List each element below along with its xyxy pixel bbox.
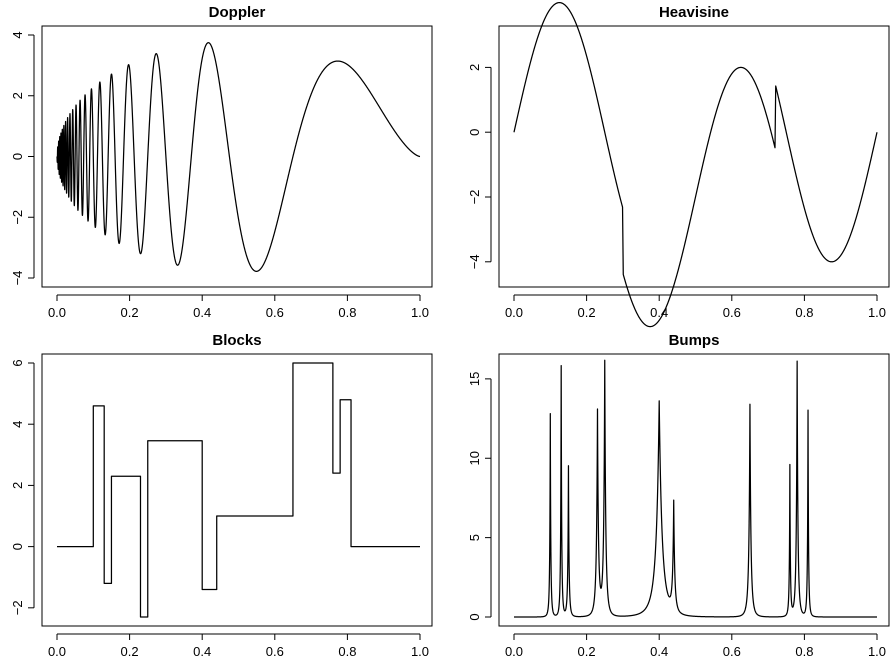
y-tick-label: −2 [10, 600, 25, 615]
x-tick-label: 0.6 [266, 305, 284, 320]
x-tick-label: 0.8 [795, 305, 813, 320]
y-tick-label: 6 [10, 359, 25, 366]
series-line [514, 360, 877, 617]
series-line [57, 43, 420, 272]
x-tick-label: 1.0 [868, 644, 886, 659]
y-tick-label: −4 [10, 271, 25, 286]
x-tick-label: 0.0 [48, 644, 66, 659]
y-tick-label: 0 [467, 129, 482, 136]
x-tick-label: 0.0 [505, 305, 523, 320]
x-tick-label: 0.4 [193, 644, 211, 659]
y-tick-label: −2 [467, 190, 482, 205]
plot-frame [42, 354, 432, 626]
y-tick-label: 2 [467, 64, 482, 71]
y-tick-label: 15 [467, 372, 482, 386]
plot-frame [499, 354, 889, 626]
x-tick-label: 1.0 [411, 644, 429, 659]
series-line [57, 363, 420, 617]
y-tick-label: 5 [467, 534, 482, 541]
y-tick-label: 0 [467, 613, 482, 620]
chart-title: Heavisine [659, 4, 729, 21]
x-tick-label: 0.8 [338, 644, 356, 659]
x-tick-label: 0.4 [193, 305, 211, 320]
panel-doppler: Doppler 0.0 0.2 0.4 0.6 0.8 1.0 −4 −2 0 2 4 [10, 4, 432, 320]
y-tick-label: 0 [10, 543, 25, 550]
plot-frame [42, 26, 432, 287]
x-tick-label: 0.4 [650, 644, 668, 659]
y-tick-label: −2 [10, 210, 25, 225]
chart-title: Bumps [669, 332, 720, 349]
chart-title: Doppler [209, 4, 266, 21]
x-tick-label: 0.2 [121, 305, 139, 320]
x-tick-label: 0.0 [48, 305, 66, 320]
chart-title: Blocks [212, 332, 261, 349]
x-tick-label: 0.8 [795, 644, 813, 659]
x-tick-label: 0.2 [578, 305, 596, 320]
x-tick-label: 0.8 [338, 305, 356, 320]
x-tick-label: 0.0 [505, 644, 523, 659]
y-tick-label: 4 [10, 421, 25, 428]
x-tick-label: 0.2 [578, 644, 596, 659]
y-tick-label: 2 [10, 92, 25, 99]
x-tick-label: 0.6 [266, 644, 284, 659]
y-tick-label: 0 [10, 153, 25, 160]
y-tick-label: 2 [10, 482, 25, 489]
x-tick-label: 0.6 [723, 644, 741, 659]
series-line [514, 3, 877, 327]
y-tick-label: 10 [467, 451, 482, 465]
x-tick-label: 1.0 [411, 305, 429, 320]
y-tick-label: −4 [467, 254, 482, 269]
x-tick-label: 1.0 [868, 305, 886, 320]
panel-bumps: Bumps 0.0 0.2 0.4 0.6 0.8 1.0 0 5 10 15 [467, 332, 889, 659]
y-tick-label: 4 [10, 31, 25, 38]
x-tick-label: 0.6 [723, 305, 741, 320]
panel-blocks: Blocks 0.0 0.2 0.4 0.6 0.8 1.0 −2 0 2 4 6 [10, 332, 432, 659]
x-tick-label: 0.2 [121, 644, 139, 659]
plot-frame [499, 26, 889, 287]
